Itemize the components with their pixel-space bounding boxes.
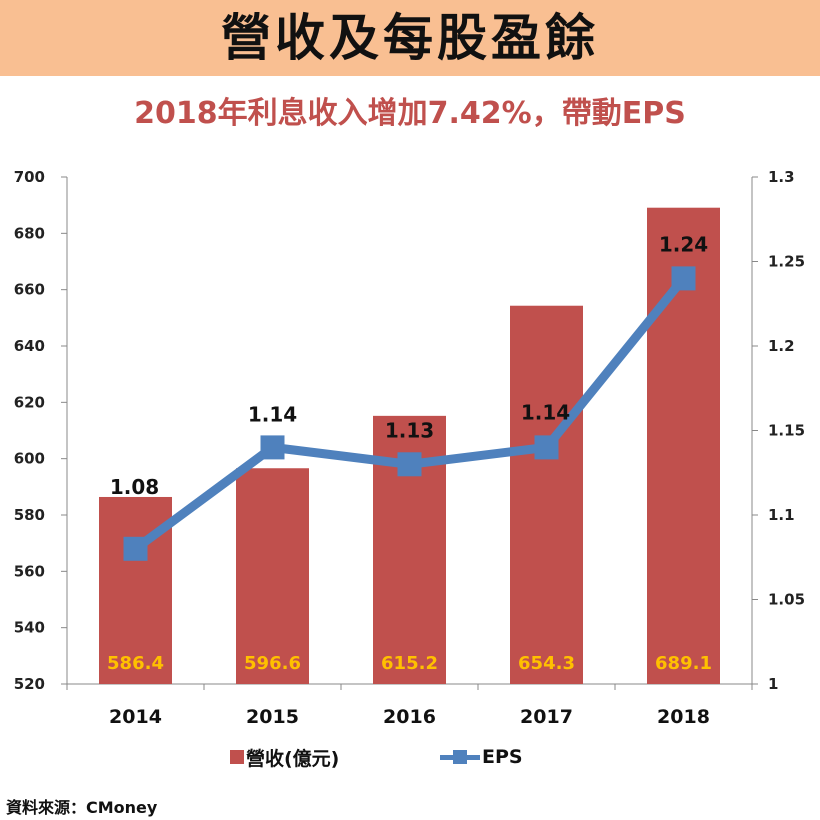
- y-right-tick-label: 1.2: [768, 337, 795, 355]
- legend-item-revenue: 營收(億元): [230, 742, 339, 772]
- y-left-tick-label: 540: [14, 619, 45, 637]
- y-left-tick-label: 660: [14, 281, 45, 299]
- title-banner: 營收及每股盈餘: [0, 0, 820, 76]
- y-right-tick-label: 1.15: [768, 422, 805, 440]
- eps-line-series: [123, 266, 696, 561]
- eps-marker: [534, 435, 559, 460]
- eps-data-label: 1.24: [659, 232, 708, 256]
- y-left-tick-label: 560: [14, 562, 45, 580]
- revenue-bar: [510, 305, 583, 684]
- axes: 520 540 560 580 600 620 640 660 680 700 1 1.05 1.1 1.…: [14, 168, 805, 728]
- eps-data-label: 1.14: [248, 402, 297, 426]
- y-right-tick-label: 1: [768, 675, 778, 693]
- eps-data-label: 1.13: [385, 418, 434, 442]
- y-left-tick-label: 700: [14, 168, 45, 186]
- y-right-tick-label: 1.25: [768, 253, 805, 271]
- y-left-tick-label: 600: [14, 450, 45, 468]
- y-left-tick-label: 580: [14, 506, 45, 524]
- revenue-bar-label: 596.6: [244, 653, 301, 674]
- source-note: 資料來源：CMoney: [6, 798, 158, 817]
- y-left-tick-label: 520: [14, 675, 45, 693]
- chart-subtitle: 2018年利息收入增加7.42%，帶動EPS: [134, 96, 686, 131]
- x-tick-label: 2014: [109, 706, 162, 728]
- eps-marker: [397, 452, 422, 477]
- eps-marker: [123, 536, 148, 561]
- x-tick-label: 2017: [520, 706, 573, 728]
- eps-marker: [671, 266, 696, 291]
- revenue-bar-label: 689.1: [655, 653, 712, 674]
- legend-bar-swatch: [230, 750, 244, 764]
- x-tick-label: 2015: [246, 706, 299, 728]
- y-left-tick-label: 620: [14, 393, 45, 411]
- revenue-bar: [236, 468, 309, 684]
- y-left-tick-label: 640: [14, 337, 45, 355]
- revenue-bar-label: 654.3: [518, 653, 575, 674]
- eps-data-label: 1.14: [521, 400, 570, 424]
- legend-item-eps: EPS: [440, 742, 523, 772]
- legend-label-revenue: 營收(億元): [246, 747, 340, 770]
- eps-data-labels: 1.08 1.14 1.13 1.14 1.24: [110, 232, 708, 498]
- eps-data-label: 1.08: [110, 475, 159, 499]
- legend-label-eps: EPS: [482, 746, 523, 768]
- legend: 營收(億元) EPS: [0, 742, 820, 772]
- revenue-bar-label: 586.4: [107, 653, 164, 674]
- y-right-tick-label: 1.05: [768, 591, 805, 609]
- y-left-tick-label: 680: [14, 224, 45, 242]
- chart-title: 營收及每股盈餘: [221, 9, 599, 67]
- x-tick-label: 2016: [383, 706, 436, 728]
- y-right-tick-label: 1.3: [768, 168, 795, 186]
- y-right-tick-label: 1.1: [768, 506, 795, 524]
- x-tick-label: 2018: [657, 706, 710, 728]
- eps-marker: [260, 435, 285, 460]
- revenue-bar-labels: 586.4 596.6 615.2 654.3 689.1: [107, 653, 712, 674]
- legend-line-swatch: [440, 750, 480, 764]
- revenue-bar-label: 615.2: [381, 653, 438, 674]
- revenue-bars: [99, 207, 720, 684]
